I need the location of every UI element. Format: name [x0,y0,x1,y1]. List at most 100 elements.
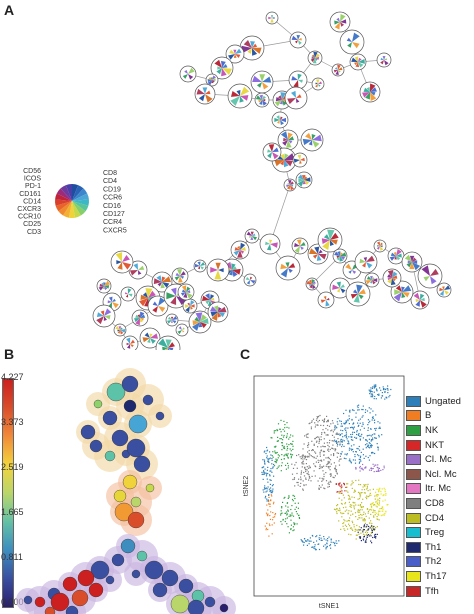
tsne-point [366,535,368,537]
wheel-segment [72,188,88,201]
tsne-point [374,512,376,514]
tsne-point [360,513,362,516]
tsne-point [364,492,366,494]
tsne-point [375,384,377,386]
tree-node [277,129,299,151]
tsne-point [361,416,363,418]
tsne-point [276,459,278,461]
tsne-point [343,519,345,521]
tsne-point [329,448,331,451]
tsne-point [291,514,293,516]
tsne-point [323,454,325,456]
tsne-point [355,416,357,418]
tsne-point [377,518,379,520]
tsne-point [318,537,320,539]
tsne-point [343,422,345,424]
tsne-point [336,512,338,515]
tsne-point [331,429,333,431]
tsne-point [348,510,350,512]
tsne-point [371,527,373,529]
tsne-point [280,419,282,421]
tsne-point [360,460,362,462]
wheel-segment [55,201,72,212]
tsne-point [364,513,366,515]
tsne-point [362,531,364,533]
tsne-point [284,454,286,456]
tsne-point [264,497,266,499]
tsne-point [367,528,369,530]
tsne-point [309,467,311,469]
tsne-point [261,473,263,475]
tsne-point [318,487,320,489]
tsne-point [262,473,264,475]
tsne-point [323,465,325,467]
tsne-point [336,442,338,444]
tsne-point [290,434,292,436]
tsne-point [339,482,341,484]
tsne-point [378,510,380,512]
tsne-point [378,500,381,502]
tsne-point [381,514,383,516]
tsne-point [302,541,304,543]
tsne-point [351,528,353,530]
tsne-point [270,500,272,502]
tsne-point [341,490,343,492]
tsne-point [348,449,350,451]
tree-node [110,250,134,274]
tsne-point [357,434,359,436]
tsne-point [298,517,301,519]
wheel-segment [56,188,72,201]
tsne-point [348,436,350,438]
tsne-point [364,519,366,521]
tsne-point [334,545,336,547]
tsne-point [349,409,351,411]
tsne-point [351,433,354,435]
tsne-point [317,480,319,482]
tsne-point [328,425,331,427]
tree-node [289,31,307,49]
tsne-point [265,527,267,529]
tsne-point [274,446,277,448]
tsne-point [312,449,314,451]
tsne-point [267,499,269,501]
wheel-segment [72,201,81,218]
tsne-point [323,446,325,448]
tsne-point [382,495,384,497]
tsne-point [343,497,345,499]
tsne-point [298,478,300,480]
tsne-point [368,446,370,448]
tsne-point [292,515,295,517]
tsne-point [362,409,364,411]
tsne-point [362,463,364,466]
tsne-point [271,490,274,492]
tsne-point [369,533,371,536]
tsne-point [264,462,266,464]
heatmap-node [111,429,129,447]
tsne-point [318,538,320,541]
tsne-point [345,420,347,422]
tsne-point [283,420,285,422]
tsne-point [289,436,291,438]
tsne-point [304,538,306,540]
tsne-point [339,434,341,436]
tsne-point [337,452,340,454]
tsne-point [371,530,373,532]
tsne-point [370,535,372,537]
tsne-point [366,508,369,510]
tsne-point [281,506,283,508]
tsne-point [362,422,364,424]
tree-node [131,309,149,327]
tsne-point [325,539,327,541]
tsne-point [353,431,356,433]
tsne-point [309,540,311,542]
tsne-point [349,427,352,429]
tsne-point [320,539,322,541]
tsne-point [267,466,269,468]
tree-node [307,50,323,66]
tsne-point [359,449,361,451]
tsne-point [356,431,358,433]
tsne-point [305,470,307,473]
tsne-point [280,465,283,467]
tsne-point [324,418,326,420]
tsne-point [336,473,338,475]
